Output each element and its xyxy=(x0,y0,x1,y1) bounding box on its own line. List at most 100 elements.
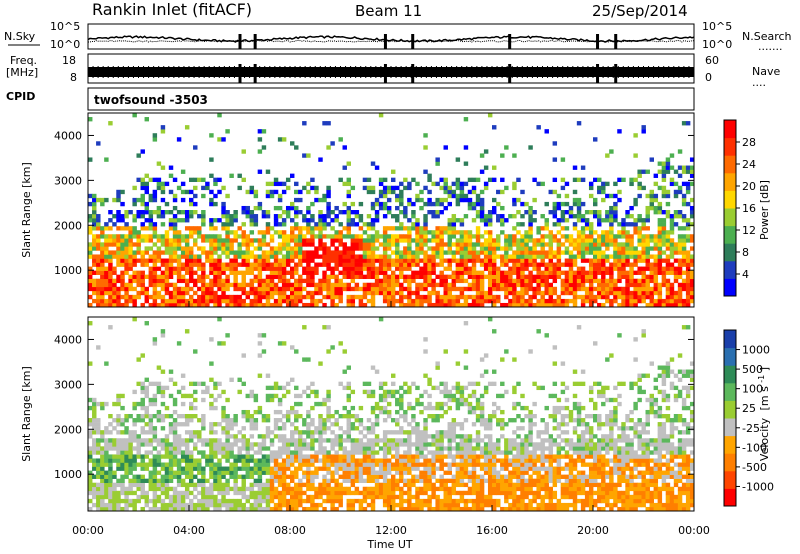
power-cell xyxy=(653,274,659,280)
power-cell xyxy=(350,242,356,247)
velocity-cell xyxy=(245,446,250,451)
velocity-cell xyxy=(411,462,416,467)
power-cell xyxy=(492,298,497,304)
velocity-cell xyxy=(395,438,400,443)
power-cell xyxy=(290,254,295,259)
power-cell xyxy=(92,226,97,231)
power-cell xyxy=(605,242,610,247)
velocity-cell xyxy=(233,498,238,504)
velocity-cell xyxy=(213,438,218,443)
power-cell xyxy=(629,242,634,247)
power-cell xyxy=(568,266,574,271)
power-cell xyxy=(443,250,448,255)
power-cell xyxy=(572,201,578,207)
power-cell xyxy=(346,298,351,304)
velocity-cell xyxy=(209,494,214,500)
power-cell xyxy=(330,234,335,239)
power-cell xyxy=(354,234,360,239)
velocity-cell xyxy=(132,401,137,407)
velocity-cell xyxy=(261,490,267,496)
power-cell xyxy=(140,250,145,255)
velocity-cell xyxy=(318,502,323,508)
velocity-cell xyxy=(298,502,303,508)
power-cell xyxy=(601,302,606,307)
velocity-cell xyxy=(277,401,283,407)
power-cell xyxy=(689,270,694,275)
velocity-cell xyxy=(294,414,299,419)
power-cell xyxy=(447,226,452,231)
power-cell xyxy=(407,302,412,307)
velocity-cell xyxy=(370,389,376,395)
velocity-cell xyxy=(209,377,214,382)
power-cell xyxy=(386,189,392,195)
velocity-cell xyxy=(314,458,319,463)
velocity-cell xyxy=(314,393,319,399)
power-cell xyxy=(245,234,250,239)
velocity-cell xyxy=(411,458,416,463)
velocity-cell xyxy=(88,418,93,423)
power-cell xyxy=(403,250,408,255)
power-cell xyxy=(605,266,610,271)
power-cell xyxy=(318,298,323,304)
power-cell xyxy=(249,262,255,267)
power-cell xyxy=(253,258,259,263)
power-cell xyxy=(249,250,255,255)
power-cell xyxy=(423,145,428,150)
velocity-cell xyxy=(374,482,380,488)
velocity-cell xyxy=(148,498,154,504)
power-cell xyxy=(560,214,566,219)
power-cell xyxy=(386,210,392,215)
velocity-cell xyxy=(269,430,275,435)
velocity-cell xyxy=(330,438,335,443)
power-cell xyxy=(665,294,671,300)
power-cell xyxy=(492,197,497,203)
power-cell xyxy=(621,222,626,227)
power-cell xyxy=(395,278,400,284)
power-cell xyxy=(164,181,170,187)
power-cell xyxy=(532,254,537,259)
power-cell xyxy=(459,234,465,239)
velocity-cell xyxy=(116,458,121,463)
power-cell xyxy=(629,262,634,267)
power-cell xyxy=(370,222,376,227)
velocity-cell xyxy=(180,506,186,511)
velocity-cell xyxy=(370,470,376,475)
velocity-cell xyxy=(350,498,356,504)
velocity-cell xyxy=(346,502,351,508)
velocity-cell xyxy=(148,482,154,488)
power-cell xyxy=(205,181,210,187)
velocity-cell xyxy=(108,442,113,447)
velocity-cell xyxy=(395,418,400,423)
velocity-cell xyxy=(116,502,121,508)
velocity-cell xyxy=(152,454,158,459)
power-cell xyxy=(528,286,533,292)
power-cell xyxy=(657,210,663,215)
power-cell xyxy=(358,258,364,263)
velocity-cell xyxy=(253,418,259,423)
nsearch-trace xyxy=(87,39,694,43)
power-cell xyxy=(346,193,351,199)
power-cell xyxy=(661,161,667,166)
power-cell xyxy=(532,262,537,267)
power-cell xyxy=(269,193,275,199)
power-cell xyxy=(512,238,517,243)
power-cell xyxy=(552,270,558,275)
velocity-cell xyxy=(152,470,158,475)
power-cell xyxy=(108,302,113,307)
velocity-cell xyxy=(221,450,226,455)
power-cell xyxy=(229,230,234,235)
velocity-cell xyxy=(217,393,222,399)
velocity-cell xyxy=(281,482,287,488)
power-cell xyxy=(685,218,691,223)
power-cell xyxy=(116,294,121,300)
velocity-cell xyxy=(391,462,396,467)
power-cell xyxy=(633,278,638,284)
power-cell xyxy=(152,290,158,296)
velocity-cell xyxy=(306,357,311,362)
power-cell xyxy=(479,302,485,307)
power-cell xyxy=(500,205,505,211)
power-cell xyxy=(540,238,545,243)
power-cell xyxy=(273,189,279,195)
velocity-cell xyxy=(386,446,392,451)
